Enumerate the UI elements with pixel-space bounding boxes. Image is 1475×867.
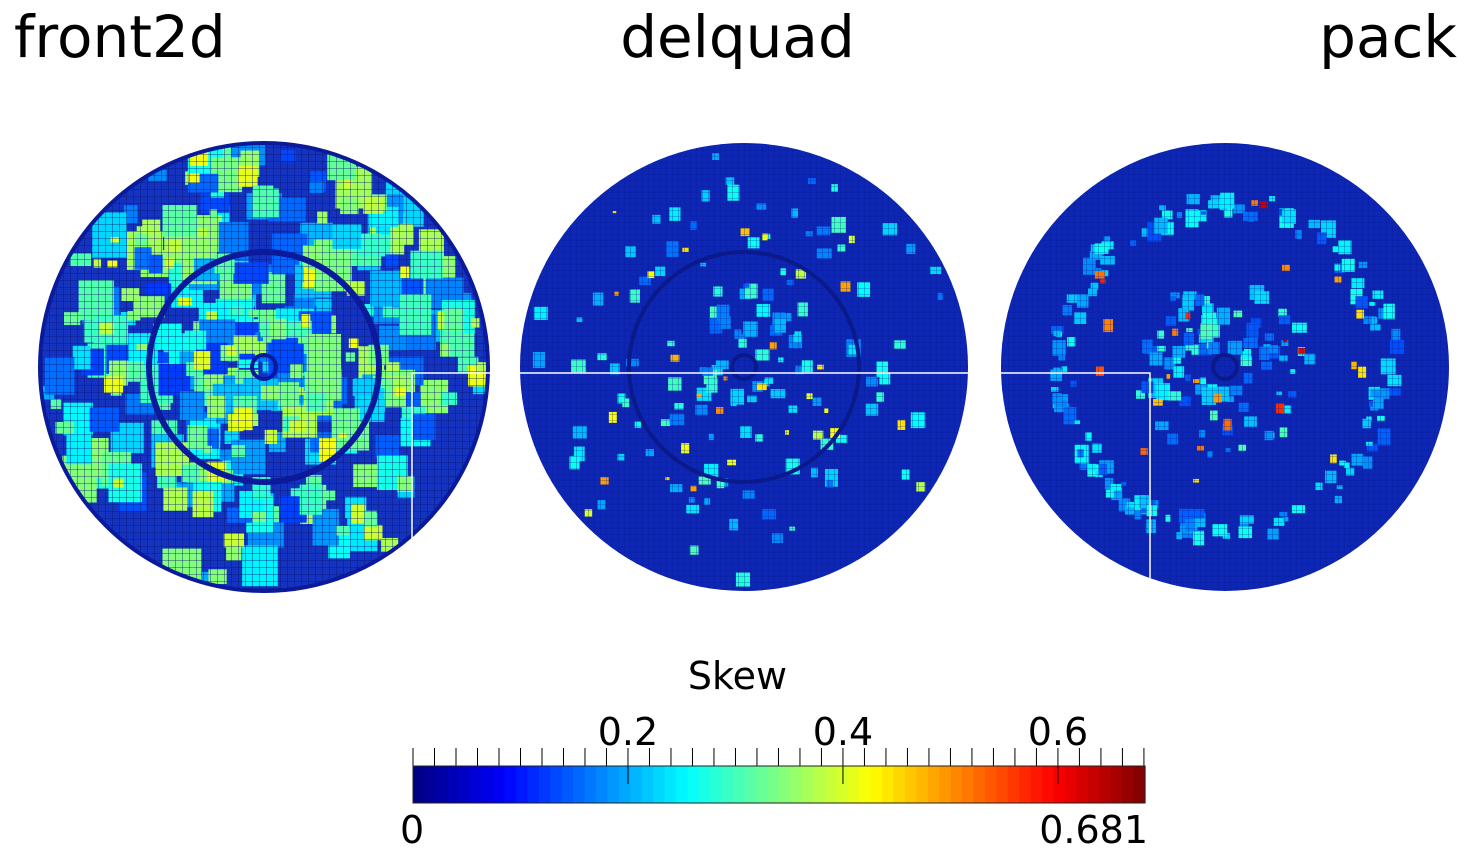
colorbar-swatch (515, 766, 528, 803)
colorbar-swatch (687, 766, 700, 803)
colorbar-swatch (904, 766, 917, 803)
colorbar-swatch (939, 766, 952, 803)
panel-title-pack: pack (1319, 3, 1457, 71)
colorbar-swatch (756, 766, 769, 803)
colorbar-swatch (493, 766, 506, 803)
colorbar-swatch (1053, 766, 1066, 803)
colorbar-swatch (1042, 766, 1055, 803)
colorbar-swatch (767, 766, 780, 803)
colorbar-swatch (927, 766, 940, 803)
colorbar-max-label: 0.681 (1039, 808, 1148, 852)
colorbar-swatch (881, 766, 894, 803)
mesh-disk-front2d (38, 141, 490, 593)
colorbar-tick-label: 0.2 (597, 710, 659, 754)
colorbar-swatch (561, 766, 574, 803)
colorbar-swatch (1122, 766, 1135, 803)
colorbar-swatch (470, 766, 483, 803)
panel-title-front2d: front2d (14, 3, 226, 71)
colorbar-swatch (1099, 766, 1112, 803)
colorbar-swatch (573, 766, 586, 803)
colorbar-swatch (744, 766, 757, 803)
colorbar-swatch (721, 766, 734, 803)
colorbar-swatch (1133, 766, 1146, 803)
colorbar-swatch (504, 766, 517, 803)
colorbar-swatch (1030, 766, 1043, 803)
colorbar-swatch (779, 766, 792, 803)
colorbar-swatch (836, 766, 849, 803)
colorbar-tick-label: 0.6 (1027, 710, 1089, 754)
colorbar-swatch (984, 766, 997, 803)
cut-lines (411, 372, 1151, 580)
colorbar-min-label: 0 (400, 808, 425, 852)
colorbar-swatch (584, 766, 597, 803)
colorbar-swatch (413, 766, 426, 803)
colorbar-swatch (424, 766, 437, 803)
colorbar-swatch (1076, 766, 1089, 803)
colorbar-swatch (596, 766, 609, 803)
mesh-disk-pack (1001, 143, 1449, 591)
colorbar-swatch (870, 766, 883, 803)
colorbar-swatch (653, 766, 666, 803)
colorbar-swatch (538, 766, 551, 803)
colorbar-swatch (664, 766, 677, 803)
colorbar-swatch (607, 766, 620, 803)
colorbar-swatch (824, 766, 837, 803)
colorbar-swatch (698, 766, 711, 803)
colorbar-swatch (641, 766, 654, 803)
colorbar-tick-label: 0.4 (812, 710, 874, 754)
colorbar-swatch (618, 766, 631, 803)
colorbar-swatch (950, 766, 963, 803)
colorbar-swatch (801, 766, 814, 803)
colorbar-swatch (1019, 766, 1032, 803)
colorbar-swatch (435, 766, 448, 803)
colorbar-swatch (630, 766, 643, 803)
colorbar-swatch (458, 766, 471, 803)
colorbar-swatch (447, 766, 460, 803)
colorbar-swatch (962, 766, 975, 803)
colorbar-swatch (790, 766, 803, 803)
colorbar-swatch (550, 766, 563, 803)
colorbar-swatch (1064, 766, 1077, 803)
colorbar-swatch (847, 766, 860, 803)
colorbar-swatch (996, 766, 1009, 803)
panel-title-delquad: delquad (620, 3, 855, 71)
colorbar-swatch (859, 766, 872, 803)
colorbar-swatch (916, 766, 929, 803)
colorbar-swatch (893, 766, 906, 803)
colorbar-swatch (733, 766, 746, 803)
colorbar-swatch (973, 766, 986, 803)
colorbar-swatch (1007, 766, 1020, 803)
colorbar-title: Skew (687, 654, 788, 698)
colorbar-swatch (676, 766, 689, 803)
colorbar (412, 748, 1146, 804)
colorbar-swatch (527, 766, 540, 803)
colorbar-swatch (710, 766, 723, 803)
colorbar-swatch (813, 766, 826, 803)
colorbar-swatch (481, 766, 494, 803)
colorbar-swatch (1110, 766, 1123, 803)
colorbar-swatch (1087, 766, 1100, 803)
mesh-disk-delquad (520, 143, 968, 591)
